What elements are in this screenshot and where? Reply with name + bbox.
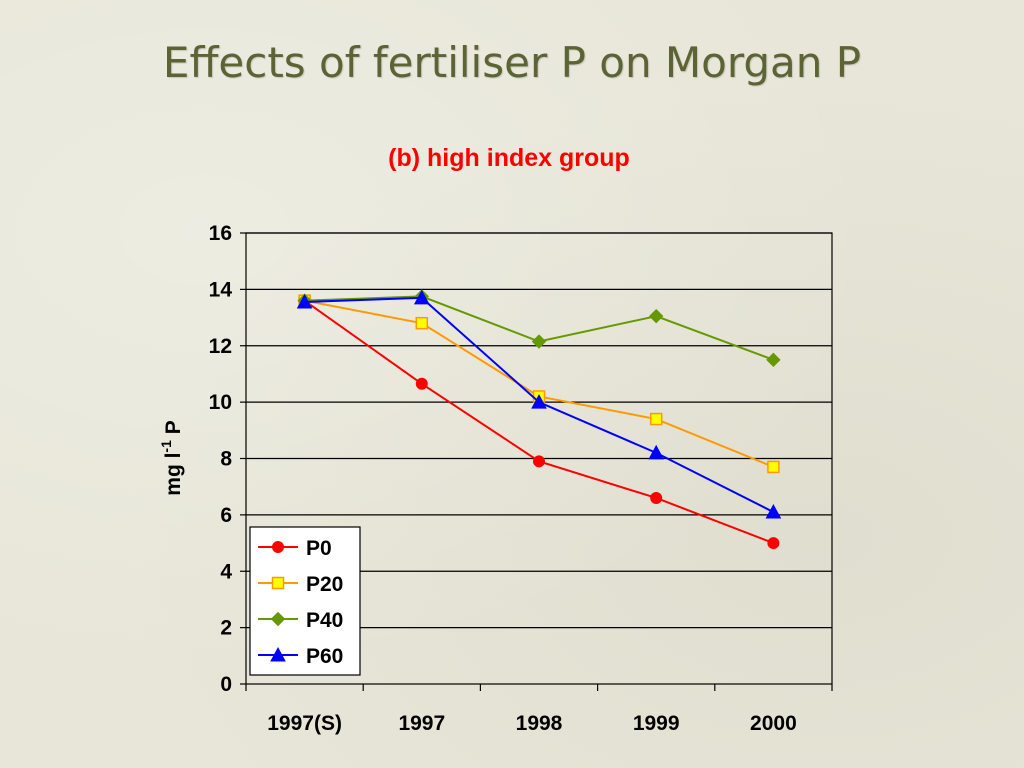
data-point-p60 <box>648 444 665 460</box>
data-point-p0 <box>415 377 428 390</box>
y-tick-label: 12 <box>209 335 232 358</box>
data-point-p60 <box>413 289 430 305</box>
data-point-p40 <box>766 352 781 368</box>
data-point-p0 <box>650 491 663 504</box>
legend: P0 P20 P40 P60 <box>249 526 361 676</box>
data-point-p0 <box>767 537 780 550</box>
plot-frame <box>245 232 833 685</box>
y-tick-label: 8 <box>220 448 232 471</box>
series-line-p20 <box>304 299 774 468</box>
y-axis-label-main: mg l <box>162 453 185 496</box>
legend-marker-p40 <box>270 611 286 627</box>
y-tick-label: 16 <box>209 222 232 245</box>
data-point-p20 <box>649 412 663 426</box>
legend-label-p0: P0 <box>306 537 332 560</box>
legend-label-p20: P20 <box>306 573 343 596</box>
legend-box <box>249 526 361 676</box>
slide-title: Effects of fertiliser P on Morgan P <box>162 38 862 87</box>
plot-area: 0 2 4 6 8 10 12 14 16 1997(S) 1997 1998 1999 2000 <box>209 222 833 735</box>
y-tick-label: 2 <box>220 617 232 640</box>
data-point-p20 <box>767 460 780 474</box>
data-point-p40 <box>648 308 664 324</box>
y-tick-label: 4 <box>220 560 232 583</box>
data-point-p0 <box>533 455 545 468</box>
x-tick-label: 1997(S) <box>267 712 342 735</box>
x-tick-label: 2000 <box>750 712 797 735</box>
y-axis-label-suffix: P <box>162 420 185 440</box>
data-point-p60 <box>765 504 782 519</box>
data-point-p40 <box>531 334 547 349</box>
legend-label-p60: P60 <box>306 645 343 668</box>
data-point-p60 <box>296 294 313 309</box>
legend-marker-p60 <box>270 646 286 662</box>
y-axis-label: mg l-1 P <box>158 420 185 495</box>
y-tick-label: 0 <box>220 673 232 696</box>
x-tick-label: 1998 <box>516 712 563 735</box>
y-tick-label: 10 <box>209 391 232 414</box>
y-axis-label-superscript: -1 <box>158 440 174 453</box>
data-point-p20 <box>415 316 429 330</box>
legend-marker-p0 <box>272 541 284 553</box>
y-tick-label: 14 <box>209 278 233 301</box>
chart-title: (b) high index group <box>388 144 630 172</box>
data-point-p60 <box>531 394 547 409</box>
y-tick-label: 6 <box>220 504 232 527</box>
x-tick-label: 1997 <box>398 712 445 735</box>
legend-marker-p20 <box>271 576 285 590</box>
legend-label-p40: P40 <box>306 609 343 632</box>
x-tick-label: 1999 <box>633 712 680 735</box>
